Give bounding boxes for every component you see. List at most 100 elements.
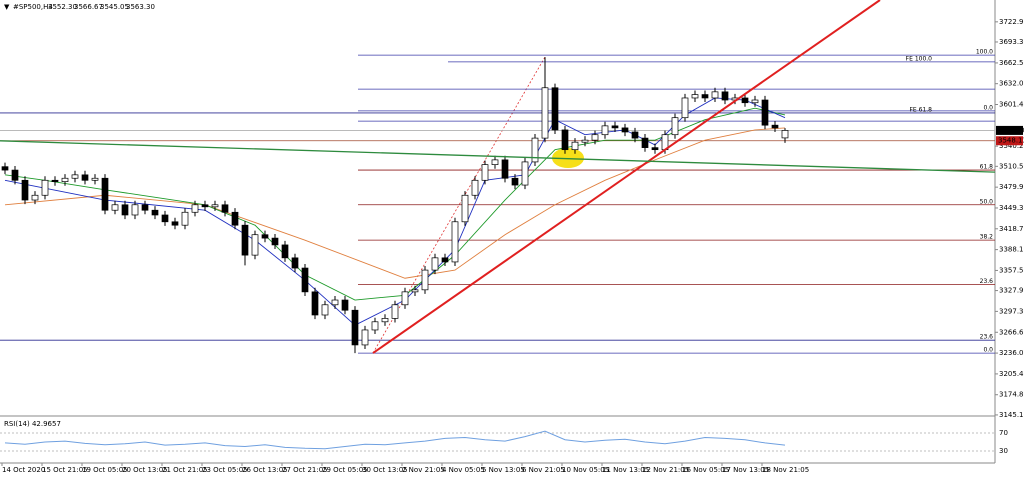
candle-body [451,221,459,263]
candle-body [701,94,709,99]
candle-body [771,124,779,129]
y-tick-label: 3418.70 [999,225,1024,233]
candle-body [431,257,439,271]
candle-body [541,87,549,139]
candle-body [91,177,99,181]
x-tick-label: 4 Nov 05:05 [442,466,485,474]
candle-body [131,204,139,216]
candle-body [101,177,109,211]
candle-body [611,125,619,129]
y-tick-label: 3174.80 [999,391,1024,399]
x-tick-label: 14 Oct 2020 [2,466,45,474]
candle-body [361,329,369,346]
x-tick-label: 11 Nov 13:05 [602,466,649,474]
candle-body [11,169,19,181]
x-tick-label: 18 Nov 21:05 [762,466,809,474]
x-tick-label: 6 Nov 21:05 [522,466,565,474]
candle-body [81,174,89,181]
candle-body [191,204,199,213]
x-tick-label: 29 Oct 05:05 [322,466,368,474]
candle-body [561,129,569,151]
candle-body [461,194,469,223]
candle-body [711,91,719,99]
rsi-tick-label: 30 [999,447,1008,455]
fib-label: 0.0 [983,104,993,111]
candle-body [441,257,449,263]
candle-body [61,177,69,182]
candle-body [221,204,229,213]
x-tick-label: 23 Oct 05:05 [202,466,248,474]
candle-body [621,127,629,133]
candle-body [321,304,329,316]
price-tag-label: 3563.30 [998,126,1024,134]
y-tick-label: 3632.00 [999,80,1024,88]
candle-body [411,289,419,293]
candle-body [671,117,679,136]
candle-body [511,177,519,186]
x-tick-label: 15 Oct 21:05 [42,466,88,474]
candle-body [401,291,409,306]
candle-body [721,91,729,101]
candle-body [121,204,129,216]
header-value: 3566.67 [74,3,103,11]
x-tick-label: 21 Oct 21:05 [162,466,208,474]
x-tick-label: 17 Nov 13:05 [722,466,769,474]
y-tick-label: 3297.30 [999,307,1024,315]
candle-body [381,318,389,323]
candle-body [651,147,659,151]
fib-label: 38.2 [980,234,994,241]
header-value: 3545.05 [100,3,129,11]
candle-body [351,309,359,346]
candle-body [41,179,49,196]
price-tag [996,125,1023,135]
candle-body [391,304,399,319]
candle-body [491,159,499,165]
candle-body [551,87,559,131]
candle-body [241,224,249,256]
candle-body [331,299,339,306]
candle-body [341,299,349,311]
candle-body [681,97,689,119]
candle-body [51,179,59,182]
candle-body [471,179,479,196]
candle-body [161,214,169,223]
candle-body [171,221,179,226]
candle-body [211,204,219,208]
fib-label: 23.6 [980,334,994,341]
fib-label: 100.0 [976,49,993,56]
y-tick-label: 3449.30 [999,204,1024,212]
fib-label: 23.6 [980,278,994,285]
candle-body [371,321,379,331]
y-tick-label: 3479.90 [999,183,1024,191]
candle-body [591,134,599,141]
header-arrow: ▼ [4,3,10,11]
y-tick-label: 3145.10 [999,411,1024,419]
candle-body [21,179,29,201]
fib-label: 50.0 [980,198,994,205]
candle-body [601,125,609,136]
candle-body [201,204,209,208]
candle-body [481,164,489,181]
fib-label: 61.8 [980,164,994,171]
y-tick-label: 3357.50 [999,266,1024,274]
candle-body [741,97,749,104]
candle-body [141,204,149,211]
x-tick-label: 5 Nov 13:05 [482,466,525,474]
candle-body [31,194,39,201]
header-value: 3563.30 [126,3,155,11]
y-tick-label: 3662.50 [999,59,1024,67]
candle-body [311,291,319,316]
candle-body [781,130,789,139]
candle-body [521,161,529,186]
candle-body [571,141,579,151]
candle-body [181,211,189,226]
x-tick-label: 26 Oct 13:05 [242,466,288,474]
candle-body [291,257,299,269]
y-tick-label: 3601.40 [999,100,1024,108]
candle-body [751,99,759,104]
y-tick-label: 3205.40 [999,370,1024,378]
y-tick-label: 3722.90 [999,18,1024,26]
y-tick-label: 3510.50 [999,162,1024,170]
